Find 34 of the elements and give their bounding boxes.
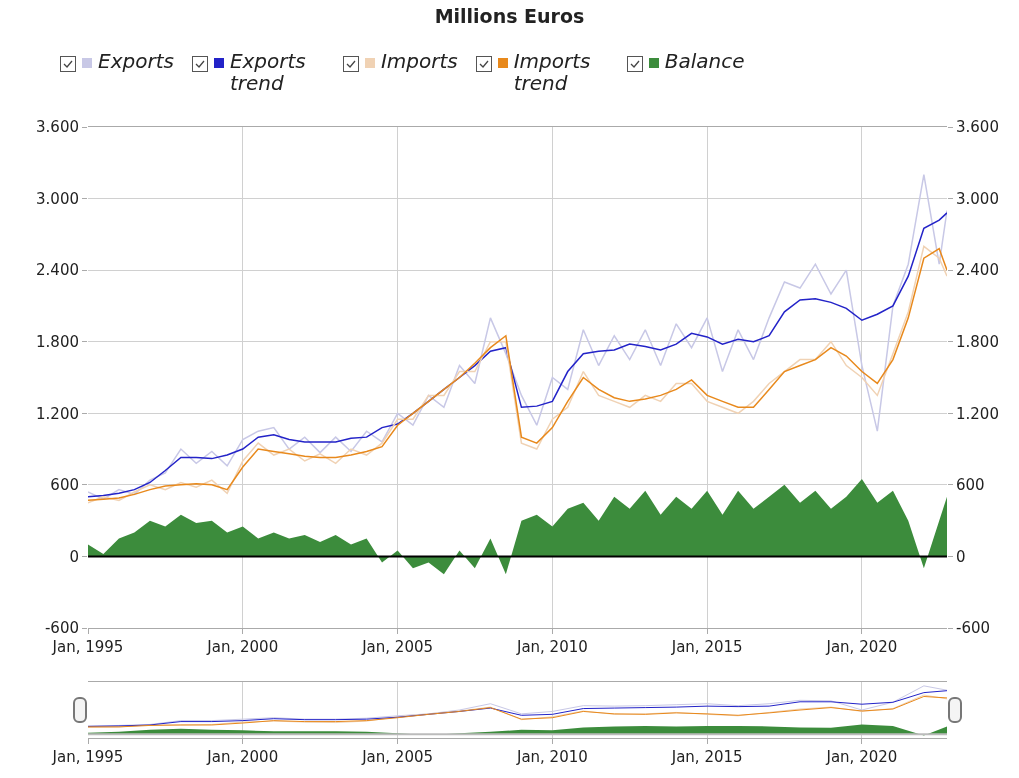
chart-subtitle: Millions Euros: [434, 5, 585, 28]
y-tick-label: 0: [69, 547, 79, 566]
y-tick-label: 3.600: [36, 118, 79, 137]
x-tick-label: Jan, 2020: [825, 748, 898, 766]
x-tick-label: Jan, 2015: [670, 638, 743, 656]
legend-label: Imports: [380, 49, 458, 73]
x-tick-label: Jan, 1995: [51, 748, 124, 766]
legend-label: Balance: [664, 49, 745, 73]
y2-tick-label: 1.800: [956, 332, 999, 351]
x-tick-label: Jan, 2015: [670, 748, 743, 766]
x-tick-label: Jan, 2000: [206, 748, 279, 766]
x-tick-label: Jan, 2005: [361, 748, 434, 766]
y-tick-label: 3.000: [36, 189, 79, 208]
x-tick-label: Jan, 1995: [51, 638, 124, 656]
y-tick-label: 1.200: [36, 404, 79, 423]
x-tick-label: Jan, 2010: [515, 748, 588, 766]
y2-tick-label: 600: [956, 476, 985, 495]
y-tick-label: 1.800: [36, 332, 79, 351]
y2-tick-label: 3.600: [956, 118, 999, 137]
y2-tick-label: 2.400: [956, 261, 999, 280]
legend-label: Imports trend: [513, 49, 592, 95]
y2-tick-label: -600: [956, 619, 991, 638]
x-tick-label: Jan, 2000: [206, 638, 279, 656]
y2-tick-label: 3.000: [956, 189, 999, 208]
legend-label: Exports trend: [229, 49, 307, 95]
legend-label: Exports: [98, 49, 174, 73]
y2-tick-label: 0: [956, 547, 966, 566]
y-tick-label: 2.400: [36, 261, 79, 280]
x-tick-label: Jan, 2020: [825, 638, 898, 656]
x-tick-label: Jan, 2010: [515, 638, 588, 656]
x-tick-label: Jan, 2005: [361, 638, 434, 656]
y-tick-label: -600: [44, 619, 79, 638]
y-tick-label: 600: [50, 476, 79, 495]
y2-tick-label: 1.200: [956, 404, 999, 423]
